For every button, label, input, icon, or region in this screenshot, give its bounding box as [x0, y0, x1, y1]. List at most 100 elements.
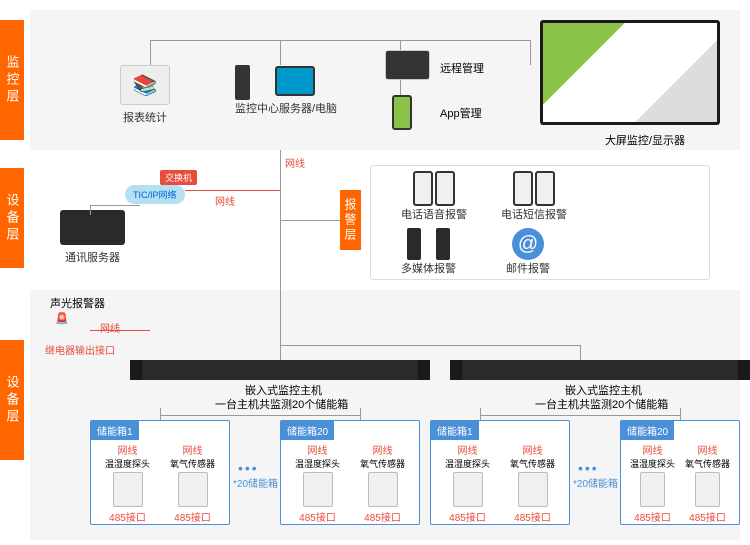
netline-s: 网线: [373, 442, 393, 457]
line-red: [185, 190, 280, 191]
line: [160, 408, 161, 420]
mail-alarm: @ 邮件报警: [506, 228, 550, 276]
rack-host-1: [130, 360, 430, 380]
display-label: 大屏监控/显示器: [605, 132, 685, 148]
remote-label: 远程管理: [440, 60, 484, 76]
storage-box-20: 储能箱20 网线网线 温湿度探头氧气传感器 485接口485接口: [280, 420, 420, 525]
dots-label-2: *20储能箱: [573, 475, 618, 490]
line: [280, 345, 580, 346]
sensor-icon: [368, 472, 398, 507]
dots-2: •••: [578, 460, 599, 476]
monitor-section: 📚 报表统计 监控中心服务器/电脑 远程管理 App管理 大屏监控/显示器: [30, 10, 740, 150]
line: [680, 408, 681, 420]
media-alarm: 多媒体报警: [401, 228, 456, 276]
line: [280, 220, 340, 221]
comm-server-label: 通讯服务器: [60, 249, 125, 265]
port-label: 485接口: [299, 509, 336, 524]
line: [280, 40, 281, 65]
port-label: 485接口: [449, 509, 486, 524]
media-alarm-label: 多媒体报警: [401, 260, 456, 276]
host-desc-1: 一台主机共监测20个储能箱: [215, 396, 348, 412]
line: [580, 345, 581, 360]
line: [530, 40, 531, 65]
server-label: 监控中心服务器/电脑: [235, 100, 337, 116]
temp-label: 温湿度探头: [445, 457, 490, 470]
voice-alarm: 电话语音报警: [401, 171, 467, 222]
storage-box-20b: 储能箱20 网线网线 温湿度探头氧气传感器 485接口485接口: [620, 420, 740, 525]
display-content: [543, 23, 717, 122]
server-device: 监控中心服务器/电脑: [235, 65, 337, 116]
o2-label: 氧气传感器: [170, 457, 215, 470]
netline-s: 网线: [183, 442, 203, 457]
o2-label: 氧气传感器: [510, 457, 555, 470]
box1b-title: 储能箱1: [431, 421, 479, 440]
reports-label: 报表统计: [120, 109, 170, 125]
sensor-icon: [113, 472, 143, 507]
line: [90, 205, 91, 215]
dots-label-1: *20储能箱: [233, 475, 278, 490]
comm-server-device: 通讯服务器: [60, 210, 125, 265]
layer-device-label: 设备层: [0, 168, 24, 268]
voice-alarm-label: 电话语音报警: [401, 206, 467, 222]
switch-label: 交换机: [160, 170, 197, 185]
line: [360, 408, 361, 420]
port-label: 485接口: [514, 509, 551, 524]
mail-alarm-label: 邮件报警: [506, 260, 550, 276]
port-label: 485接口: [174, 509, 211, 524]
remote-device: [385, 50, 430, 84]
port-label: 485接口: [634, 509, 671, 524]
netline-s: 网线: [458, 442, 478, 457]
host-desc-2: 一台主机共监测20个储能箱: [535, 396, 668, 412]
sensor-icon: [695, 472, 720, 507]
line: [90, 205, 140, 206]
netline-s: 网线: [523, 442, 543, 457]
alarm-box: 电话语音报警 电话短信报警 多媒体报警 @ 邮件报警: [370, 165, 710, 280]
phone-icon: [392, 95, 412, 130]
box20b-title: 储能箱20: [621, 421, 674, 440]
box20-title: 储能箱20: [281, 421, 334, 440]
phone-icon: [513, 171, 533, 206]
bottom-section: 声光报警器 🚨 网线 继电器输出接口 嵌入式监控主机 一台主机共监测20个储能箱…: [30, 290, 740, 540]
temp-label: 温湿度探头: [295, 457, 340, 470]
line: [480, 415, 680, 416]
phone-icon: [413, 171, 433, 206]
port-label: 485接口: [689, 509, 726, 524]
alarm-icon: 🚨: [55, 312, 90, 337]
dots-1: •••: [238, 460, 259, 476]
line: [480, 408, 481, 420]
alarm-layer-label: 报警层: [340, 190, 361, 250]
tower-icon: [235, 65, 250, 100]
relay-label: 继电器输出接口: [45, 342, 115, 357]
sensor-icon: [518, 472, 548, 507]
phone-icon: [435, 171, 455, 206]
port-label: 485接口: [109, 509, 146, 524]
netline-s: 网线: [118, 442, 138, 457]
netline-s: 网线: [308, 442, 328, 457]
app-device: [392, 95, 412, 130]
device-section: 网线 交换机 TIC/IP网络 网线 通讯服务器 报警层 电话语音报警 电话短信…: [30, 160, 740, 280]
books-icon: 📚: [120, 65, 170, 105]
sensor-icon: [178, 472, 208, 507]
reports-device: 📚 报表统计: [120, 65, 170, 125]
line: [280, 345, 281, 360]
box1-title: 储能箱1: [91, 421, 139, 440]
phone-icon: [535, 171, 555, 206]
line: [160, 415, 360, 416]
line: [280, 150, 281, 280]
netline-s: 网线: [698, 442, 718, 457]
o2-label: 氧气传感器: [360, 457, 405, 470]
monitor-icon: [275, 66, 315, 96]
speaker-icon: [407, 228, 421, 260]
sms-alarm-label: 电话短信报警: [501, 206, 567, 222]
sound-light-label: 声光报警器: [50, 295, 105, 311]
line-red: [90, 330, 150, 331]
layer-device2-label: 设备层: [0, 340, 24, 460]
line: [150, 40, 151, 65]
rack-host-2: [450, 360, 750, 380]
laptop-icon: [385, 50, 430, 80]
storage-box-1: 储能箱1 网线网线 温湿度探头氧气传感器 485接口485接口: [90, 420, 230, 525]
netline-label-1: 网线: [285, 155, 305, 170]
tcpip-cloud: TIC/IP网络: [125, 185, 185, 204]
line: [150, 40, 530, 41]
storage-box-1b: 储能箱1 网线 网线 温湿度探头 氧气传感器 485接口 485接口: [430, 420, 570, 525]
